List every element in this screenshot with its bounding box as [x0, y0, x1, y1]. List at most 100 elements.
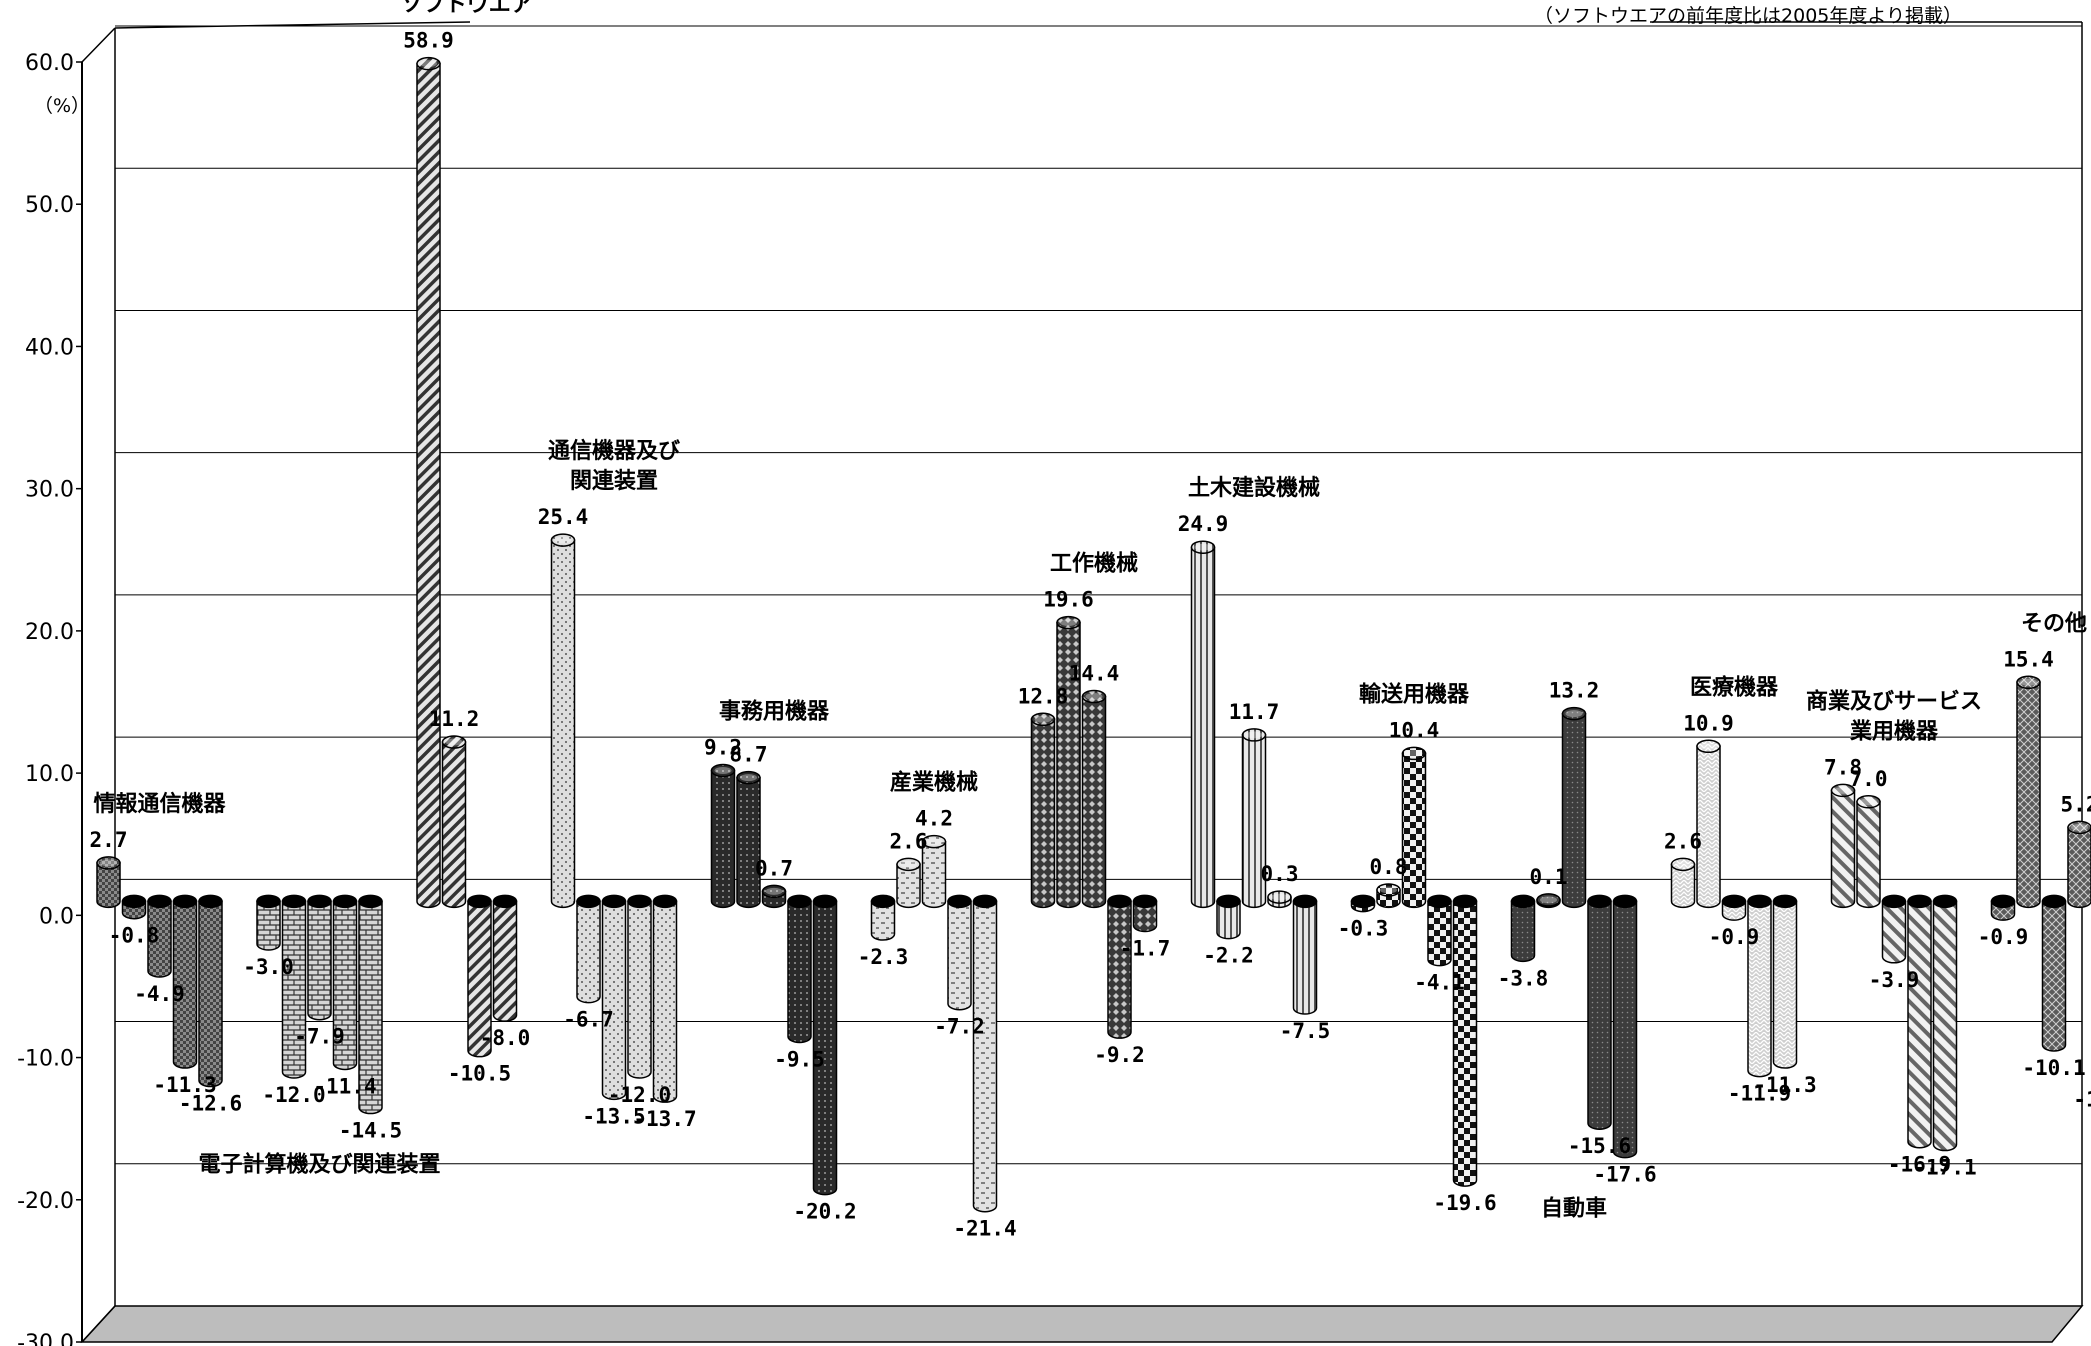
bar-body — [1216, 900, 1241, 940]
bar — [1932, 894, 1958, 1152]
value-label: -8.0 — [480, 1026, 531, 1050]
gridlines — [115, 25, 2082, 1165]
bar-cap — [121, 894, 147, 909]
value-label: -4.9 — [134, 982, 185, 1006]
value-label: -0.9 — [1978, 925, 2029, 949]
bar-cap — [467, 894, 492, 909]
bar — [1696, 739, 1721, 909]
value-label: -17.1 — [1913, 1156, 1976, 1180]
bar-cap — [576, 894, 601, 909]
bar-cap-highlight — [1700, 742, 1717, 750]
value-label: 10.4 — [1389, 718, 1440, 742]
bar-body — [332, 900, 358, 1071]
value-label: -11.3 — [153, 1073, 216, 1097]
bar-body — [921, 840, 947, 909]
value-label: -4.1 — [1414, 971, 1465, 995]
bar — [1350, 894, 1376, 913]
value-label: -12.3 — [2073, 1087, 2091, 1111]
bar-cap — [550, 533, 576, 547]
bar-cap — [1932, 894, 1958, 909]
value-label: 19.6 — [1043, 588, 1094, 612]
value-label: -13.5 — [582, 1104, 645, 1128]
bar — [2067, 820, 2091, 909]
bar-cap-highlight — [740, 774, 757, 782]
bar-cap — [198, 894, 223, 909]
value-label: 58.9 — [403, 29, 454, 53]
bar-cap-highlight — [1674, 860, 1692, 868]
value-label: -21.4 — [953, 1217, 1016, 1241]
group-label-line: 事務用機器 — [719, 698, 830, 724]
bar-body — [947, 900, 972, 1011]
bar-body — [787, 900, 812, 1044]
bar-cap-highlight — [420, 60, 437, 68]
bar — [1292, 894, 1318, 1015]
bar-body — [576, 900, 601, 1004]
value-label: 0.1 — [1530, 865, 1568, 889]
bar-body — [307, 900, 332, 1021]
bar-cap — [1190, 540, 1216, 554]
y-tick-label: 40.0 — [25, 335, 74, 360]
bar — [1881, 894, 1907, 964]
y-axis-depth-bottom — [81, 1305, 116, 1343]
bar-cap — [1510, 894, 1536, 909]
bar-cap — [2067, 820, 2091, 835]
bar — [121, 894, 147, 920]
bar — [1510, 894, 1536, 963]
bar — [870, 894, 896, 941]
bar — [198, 894, 223, 1088]
bar — [652, 894, 678, 1103]
bar-cap — [1856, 795, 1881, 809]
bar-cap — [1132, 894, 1158, 909]
bar-cap — [896, 857, 921, 872]
bar-body — [710, 769, 736, 909]
value-label: 11.7 — [1229, 700, 1280, 724]
bar-body — [96, 862, 121, 909]
bar-body — [1030, 718, 1056, 909]
bar — [550, 533, 576, 909]
bar-cap — [1561, 706, 1587, 721]
bar-cap — [1587, 894, 1612, 909]
value-label: -14.5 — [339, 1119, 402, 1143]
bar-cap — [256, 894, 281, 909]
y-tick-label: -30.0 — [17, 1331, 74, 1346]
value-label: -11.9 — [1728, 1082, 1791, 1106]
bar-cap-highlight — [1034, 715, 1052, 723]
group-label-line: 商業及びサービス — [1806, 688, 1982, 714]
bar-cap — [441, 735, 467, 749]
bar-cap-highlight — [100, 859, 117, 867]
bar — [1241, 728, 1267, 909]
value-label: -9.2 — [1094, 1043, 1145, 1067]
group-label: 情報通信機器 — [93, 791, 226, 817]
bar-cap — [1081, 689, 1107, 704]
y-axis-unit: （%） — [34, 95, 90, 117]
value-label: 2.6 — [890, 829, 928, 853]
bar-cap-highlight — [554, 536, 572, 544]
bar-body — [441, 741, 467, 909]
value-label: 10.9 — [1683, 711, 1734, 735]
bar-cap — [172, 894, 198, 909]
group-label: ソフトウエア — [401, 0, 533, 18]
bar-cap-highlight — [1860, 798, 1877, 806]
bar-body — [1107, 900, 1132, 1039]
bar-cap — [761, 884, 787, 899]
bar-cap-highlight — [1540, 896, 1557, 904]
bar — [256, 894, 281, 951]
bar-cap — [1830, 783, 1856, 798]
bar-cap-highlight — [1271, 893, 1288, 901]
bar — [332, 894, 358, 1071]
bar-body — [1190, 546, 1216, 909]
value-label: -1.7 — [1120, 937, 1171, 961]
bar-cap-highlight — [445, 738, 463, 746]
bar-cap — [921, 834, 947, 849]
bar-cap — [2016, 675, 2041, 690]
bar-cap — [736, 770, 761, 785]
bar-body — [256, 900, 281, 951]
bar — [1612, 894, 1638, 1159]
bar — [601, 894, 627, 1101]
bar-cap — [1241, 728, 1267, 742]
value-label: -3.0 — [243, 955, 294, 979]
bar — [1427, 894, 1452, 967]
y-axis-depth-top — [81, 27, 116, 63]
